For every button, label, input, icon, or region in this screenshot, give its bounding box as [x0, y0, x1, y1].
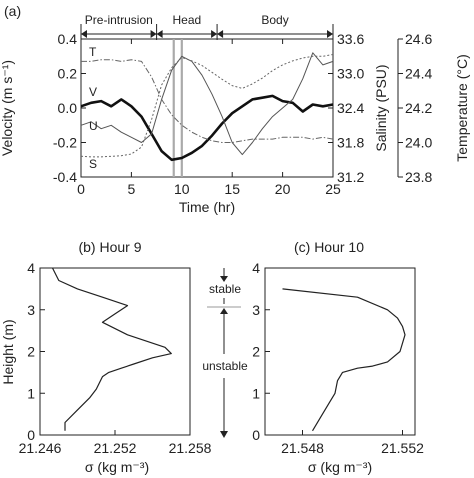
temperature-tick-24-6: 24.6	[405, 31, 432, 47]
panel-a-label: (a)	[4, 3, 21, 19]
velocity-tick-0-4: 0.4	[58, 31, 78, 47]
temperature-tick-24-4: 24.4	[405, 66, 432, 82]
x-tick-21-252: 21.252	[94, 440, 137, 456]
panel-b-title: (b) Hour 9	[78, 239, 141, 255]
temperature-axis-label: Temperature (°C)	[454, 54, 470, 162]
panel-a-x-ticks: 0 5 10 15 20 25	[77, 39, 341, 197]
velocity-tick-0-0: 0.0	[58, 100, 78, 116]
panel-c-y-ticks: 0 1 2 3 4	[252, 260, 270, 443]
panel-c-title: (c) Hour 10	[294, 239, 364, 255]
panel-a-series	[80, 52, 334, 162]
salinity-axis-label: Salinity (PSU)	[373, 64, 389, 151]
phase-label-pre-intrusion: Pre-intrusion	[85, 13, 153, 27]
phase-label-head: Head	[172, 13, 201, 27]
panel-c-frame	[264, 267, 416, 436]
phase-arrowhead-left-head	[156, 30, 163, 38]
y-tick-3: 3	[27, 302, 35, 318]
phase-annotations: Pre-intrusion Head Body	[80, 13, 334, 40]
y-tick-1: 1	[252, 385, 260, 401]
y-tick-4: 4	[27, 260, 35, 276]
series-label-u: U	[89, 119, 98, 133]
panel-b: (b) Hour 9 21.246 21.252 21.258 0 1 2 3 4 σ (k…	[0, 239, 212, 475]
panel-c-series	[282, 288, 406, 432]
panel-b-x-ticks: 21.246 21.252 21.258	[19, 430, 212, 456]
salinity-tick-32-4: 32.4	[337, 100, 364, 116]
y-tick-2: 2	[252, 344, 260, 360]
x-tick-21-258: 21.258	[169, 440, 212, 456]
unstable-label: unstable	[202, 359, 248, 373]
salinity-tick-33-0: 33.0	[337, 66, 364, 82]
x-tick-25: 25	[325, 181, 341, 197]
y-tick-3: 3	[252, 302, 260, 318]
temperature-tick-24-0: 24.0	[405, 135, 432, 151]
velocity-axis-label: Velocity (m s⁻¹)	[0, 60, 15, 156]
density-profile-line	[282, 288, 406, 432]
unstable-arrowhead-down	[220, 431, 228, 438]
stability-annotation: stable unstable	[202, 268, 248, 438]
x-tick-20: 20	[275, 181, 291, 197]
x-tick-21-548: 21.548	[281, 440, 324, 456]
x-tick-0: 0	[77, 181, 85, 197]
hour-markers	[172, 39, 183, 177]
y-tick-2: 2	[27, 344, 35, 360]
temperature-ticks: 23.8 24.0 24.2 24.4 24.6	[398, 31, 432, 185]
phase-arrowhead-right-pre-intrusion	[150, 30, 157, 38]
density-profile-line	[51, 267, 172, 431]
temperature-tick-24-2: 24.2	[405, 100, 432, 116]
y-tick-0: 0	[27, 427, 35, 443]
x-tick-10: 10	[174, 181, 190, 197]
panel-a-series-labels: T V U S	[89, 45, 98, 171]
temperature-tick-23-8: 23.8	[405, 169, 432, 185]
panel-b-ylabel: Height (m)	[0, 319, 16, 384]
phase-arrowhead-right-body	[327, 30, 333, 38]
panel-b-y-ticks: 0 1 2 3 4	[27, 260, 45, 443]
series-line-v	[80, 94, 334, 162]
y-tick-4: 4	[252, 260, 260, 276]
velocity-tick-0-4: -0.4	[53, 169, 77, 185]
panel-a-xlabel: Time (hr)	[179, 199, 235, 215]
series-label-v: V	[89, 85, 97, 99]
panel-b-series	[51, 267, 172, 431]
series-label-s: S	[89, 157, 97, 171]
phase-arrowhead-left-pre-intrusion	[81, 30, 87, 38]
panel-b-xlabel: σ (kg m⁻³)	[85, 459, 149, 475]
x-tick-15: 15	[224, 181, 240, 197]
x-tick-21-246: 21.246	[19, 440, 62, 456]
salinity-tick-33-6: 33.6	[337, 31, 364, 47]
panel-c-x-ticks: 21.548 21.552	[281, 430, 424, 456]
velocity-tick-0-2: 0.2	[58, 66, 78, 82]
x-tick-5: 5	[128, 181, 136, 197]
phase-arrowhead-right-head	[211, 30, 218, 38]
velocity-tick-0-2: -0.2	[53, 135, 77, 151]
phase-label-body: Body	[261, 13, 288, 27]
series-label-t: T	[89, 45, 97, 59]
panel-c-xlabel: σ (kg m⁻³)	[308, 459, 372, 475]
velocity-ticks: -0.4 -0.2 0.0 0.2 0.4	[53, 31, 86, 185]
salinity-ticks: 31.2 31.8 32.4 33.0 33.6	[328, 31, 364, 185]
panel-b-frame	[39, 267, 191, 436]
y-tick-0: 0	[252, 427, 260, 443]
x-tick-21-552: 21.552	[381, 440, 424, 456]
y-tick-1: 1	[27, 385, 35, 401]
stable-arrowhead-down	[220, 276, 228, 282]
phase-arrowhead-left-body	[217, 30, 224, 38]
panel-a: (a) Pre-intrusion Head Body 0 5 10 15 20 25 -0.…	[0, 3, 470, 215]
panel-c: (c) Hour 10 21.548 21.552 0 1 2 3 4 σ (kg m⁻³…	[252, 239, 424, 475]
stable-label: stable	[209, 282, 241, 296]
salinity-tick-31-2: 31.2	[337, 169, 364, 185]
series-line-t	[81, 59, 334, 143]
series-line-u	[80, 52, 334, 156]
salinity-tick-31-8: 31.8	[337, 135, 364, 151]
